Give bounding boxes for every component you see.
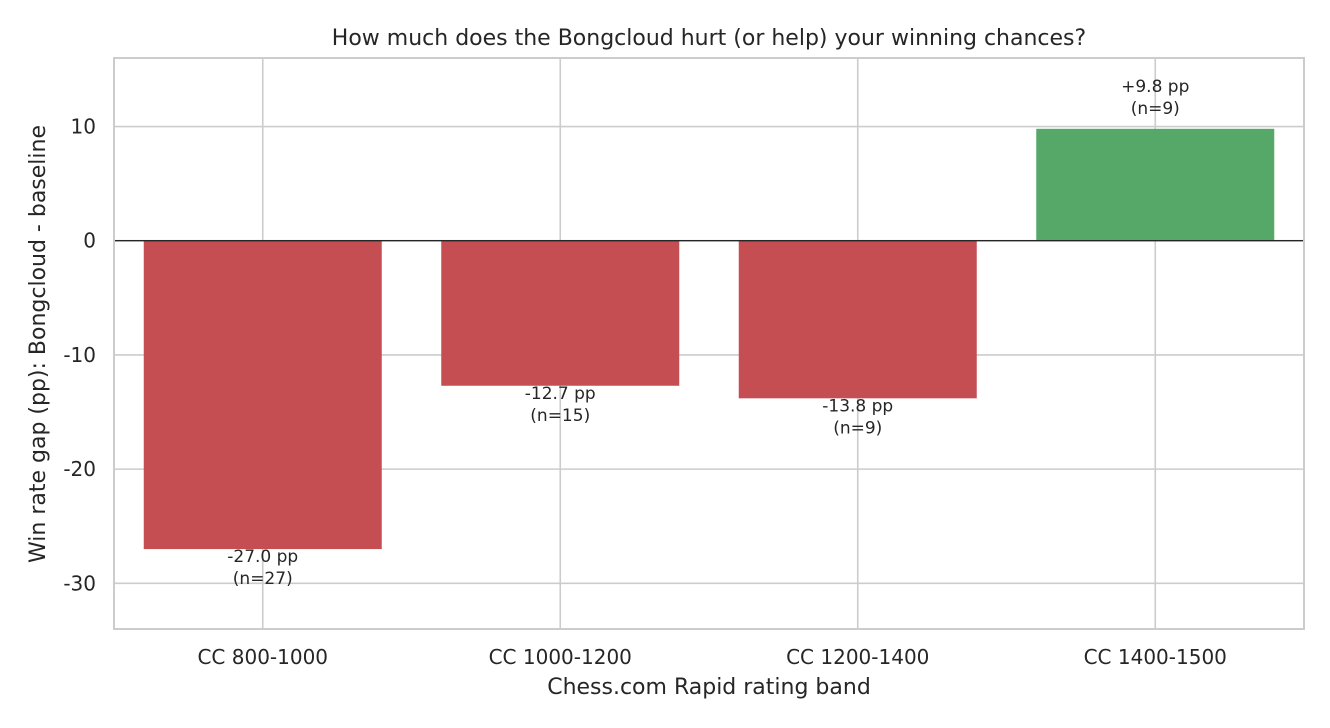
bar-value-label: -12.7 pp (525, 384, 596, 404)
x-tick-label: CC 800-1000 (197, 645, 328, 669)
bars (143, 128, 1275, 550)
x-tick-labels: CC 800-1000 CC 1000-1200 CC 1200-1400 CC 14… (197, 645, 1226, 669)
y-tick-label: 10 (71, 115, 96, 139)
y-axis-label: Win rate gap (pp): Bongcloud - baseline (26, 125, 51, 563)
bar-value-labels: -27.0 pp(n=27)-12.7 pp(n=15) -13.8 pp(n=9… (227, 77, 1189, 589)
bar-value-label: -27.0 pp (227, 547, 298, 567)
bar-count-label: (n=27) (233, 569, 293, 589)
y-tick-label: -30 (63, 571, 96, 595)
y-tick-labels: -30 -20 -10 0 10 (63, 115, 96, 596)
x-tick-label: CC 1400-1500 (1084, 645, 1227, 669)
x-tick-label: CC 1200-1400 (786, 645, 929, 669)
bar-count-label: (n=15) (530, 406, 590, 426)
bar-count-label: (n=9) (1131, 99, 1180, 119)
bar-3 (738, 240, 977, 399)
y-tick-label: 0 (83, 229, 96, 253)
bar-2 (441, 240, 680, 386)
y-tick-label: -20 (63, 457, 96, 481)
chart-title: How much does the Bongcloud hurt (or hel… (332, 26, 1086, 51)
bar-4 (1036, 128, 1275, 241)
plot-frame (113, 57, 1305, 630)
bar-1 (143, 240, 382, 550)
x-axis-label: Chess.com Rapid rating band (547, 675, 871, 700)
bar-value-label: +9.8 pp (1121, 77, 1189, 97)
y-tick-label: -10 (63, 343, 96, 367)
bar-value-label: -13.8 pp (822, 396, 893, 416)
bar-count-label: (n=9) (833, 418, 882, 438)
x-tick-label: CC 1000-1200 (489, 645, 632, 669)
